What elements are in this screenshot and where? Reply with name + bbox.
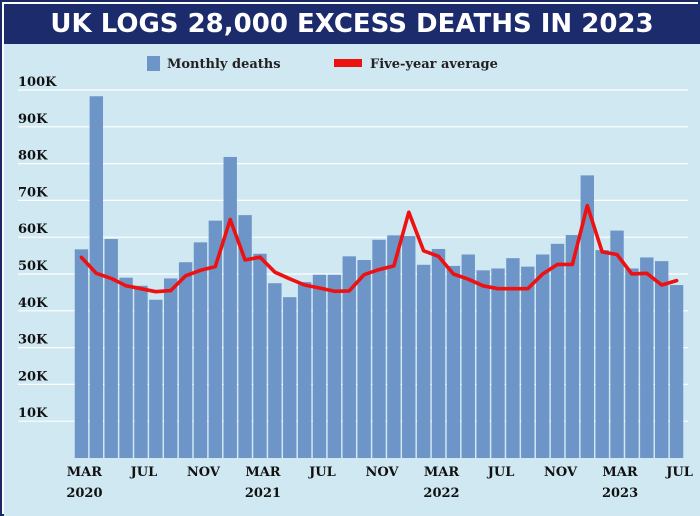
x-tick-year: 2022	[423, 486, 459, 501]
y-tick-label: 80K	[18, 149, 48, 164]
bar	[565, 234, 580, 458]
legend-swatch-five-year-average	[334, 59, 362, 67]
x-tick-month: MAR	[424, 465, 459, 480]
y-tick-label: 20K	[18, 369, 48, 384]
y-tick-label: 10K	[18, 406, 48, 421]
y-tick-label: 100K	[18, 75, 57, 90]
x-tick-month: JUL	[487, 465, 515, 480]
bar	[134, 285, 148, 458]
bar	[476, 270, 490, 458]
x-tick-month: NOV	[365, 465, 399, 480]
average-line	[79, 203, 679, 294]
bar	[550, 243, 565, 458]
legend-swatch-monthly-deaths	[147, 56, 160, 71]
bar	[431, 248, 446, 458]
bar	[193, 242, 208, 458]
x-tick-month: NOV	[544, 465, 578, 480]
x-tick-month: JUL	[130, 465, 158, 480]
bar	[312, 274, 327, 458]
y-tick-label: 60K	[18, 222, 48, 237]
bar	[119, 277, 133, 458]
bar	[327, 274, 342, 458]
x-tick-month: NOV	[187, 465, 221, 480]
bar	[178, 262, 193, 458]
five-year-average-line	[79, 203, 679, 294]
bar	[625, 268, 639, 458]
bar	[238, 215, 252, 458]
chart-panel: 10K 20K 30K 40K 50K 60K 70K 80K 90K 100K MAR 2020 J…	[4, 44, 700, 516]
chart-svg: 10K 20K 30K 40K 50K 60K 70K 80K 90K 100K MAR 2020 J…	[18, 56, 693, 501]
bar	[595, 250, 609, 458]
y-tick-label: 40K	[18, 296, 48, 311]
bar	[610, 230, 624, 458]
bar	[640, 257, 654, 458]
bar	[491, 268, 505, 458]
chart-title: UK LOGS 28,000 EXCESS DEATHS IN 2023	[4, 4, 700, 44]
bar	[283, 297, 297, 458]
x-tick-month: MAR	[245, 465, 280, 480]
legend-label-monthly-deaths: Monthly deaths	[167, 57, 281, 72]
bar	[268, 283, 282, 458]
bar	[223, 156, 237, 458]
y-tick-label: 70K	[18, 185, 48, 200]
bar	[446, 265, 461, 458]
y-tick-label: 30K	[18, 333, 48, 348]
x-axis-ticks: MAR 2020 JUL NOV MAR 2021 JUL NOV MAR 2022 JUL NOV M…	[66, 465, 693, 501]
bar	[104, 239, 118, 458]
x-tick-month: JUL	[308, 465, 336, 480]
bar	[506, 258, 520, 458]
x-tick-year: 2020	[66, 486, 102, 501]
bar	[253, 253, 267, 458]
bar	[416, 264, 431, 458]
legend: Monthly deaths Five-year average	[147, 56, 498, 72]
bar	[402, 236, 416, 458]
x-tick-month: MAR	[67, 465, 102, 480]
y-axis-ticks: 10K 20K 30K 40K 50K 60K 70K 80K 90K 100K	[18, 75, 57, 421]
bar	[461, 254, 475, 458]
y-tick-label: 90K	[18, 112, 48, 127]
bar	[164, 278, 178, 458]
bar	[669, 285, 684, 458]
x-tick-month: JUL	[665, 465, 693, 480]
x-tick-year: 2021	[245, 486, 281, 501]
bar	[297, 282, 312, 458]
bar	[357, 260, 371, 458]
x-tick-year: 2023	[602, 486, 638, 501]
bar	[372, 239, 386, 458]
x-tick-month: MAR	[602, 465, 637, 480]
bar	[535, 254, 550, 458]
bar	[342, 256, 356, 458]
legend-label-five-year-average: Five-year average	[370, 57, 498, 72]
bar	[89, 96, 104, 459]
bar	[149, 299, 163, 458]
y-tick-label: 50K	[18, 259, 48, 274]
bar	[74, 249, 89, 458]
bar	[521, 266, 535, 458]
bar	[208, 220, 223, 458]
bar	[387, 235, 401, 458]
bars	[74, 96, 684, 459]
bar	[580, 175, 594, 458]
bar	[654, 261, 669, 458]
